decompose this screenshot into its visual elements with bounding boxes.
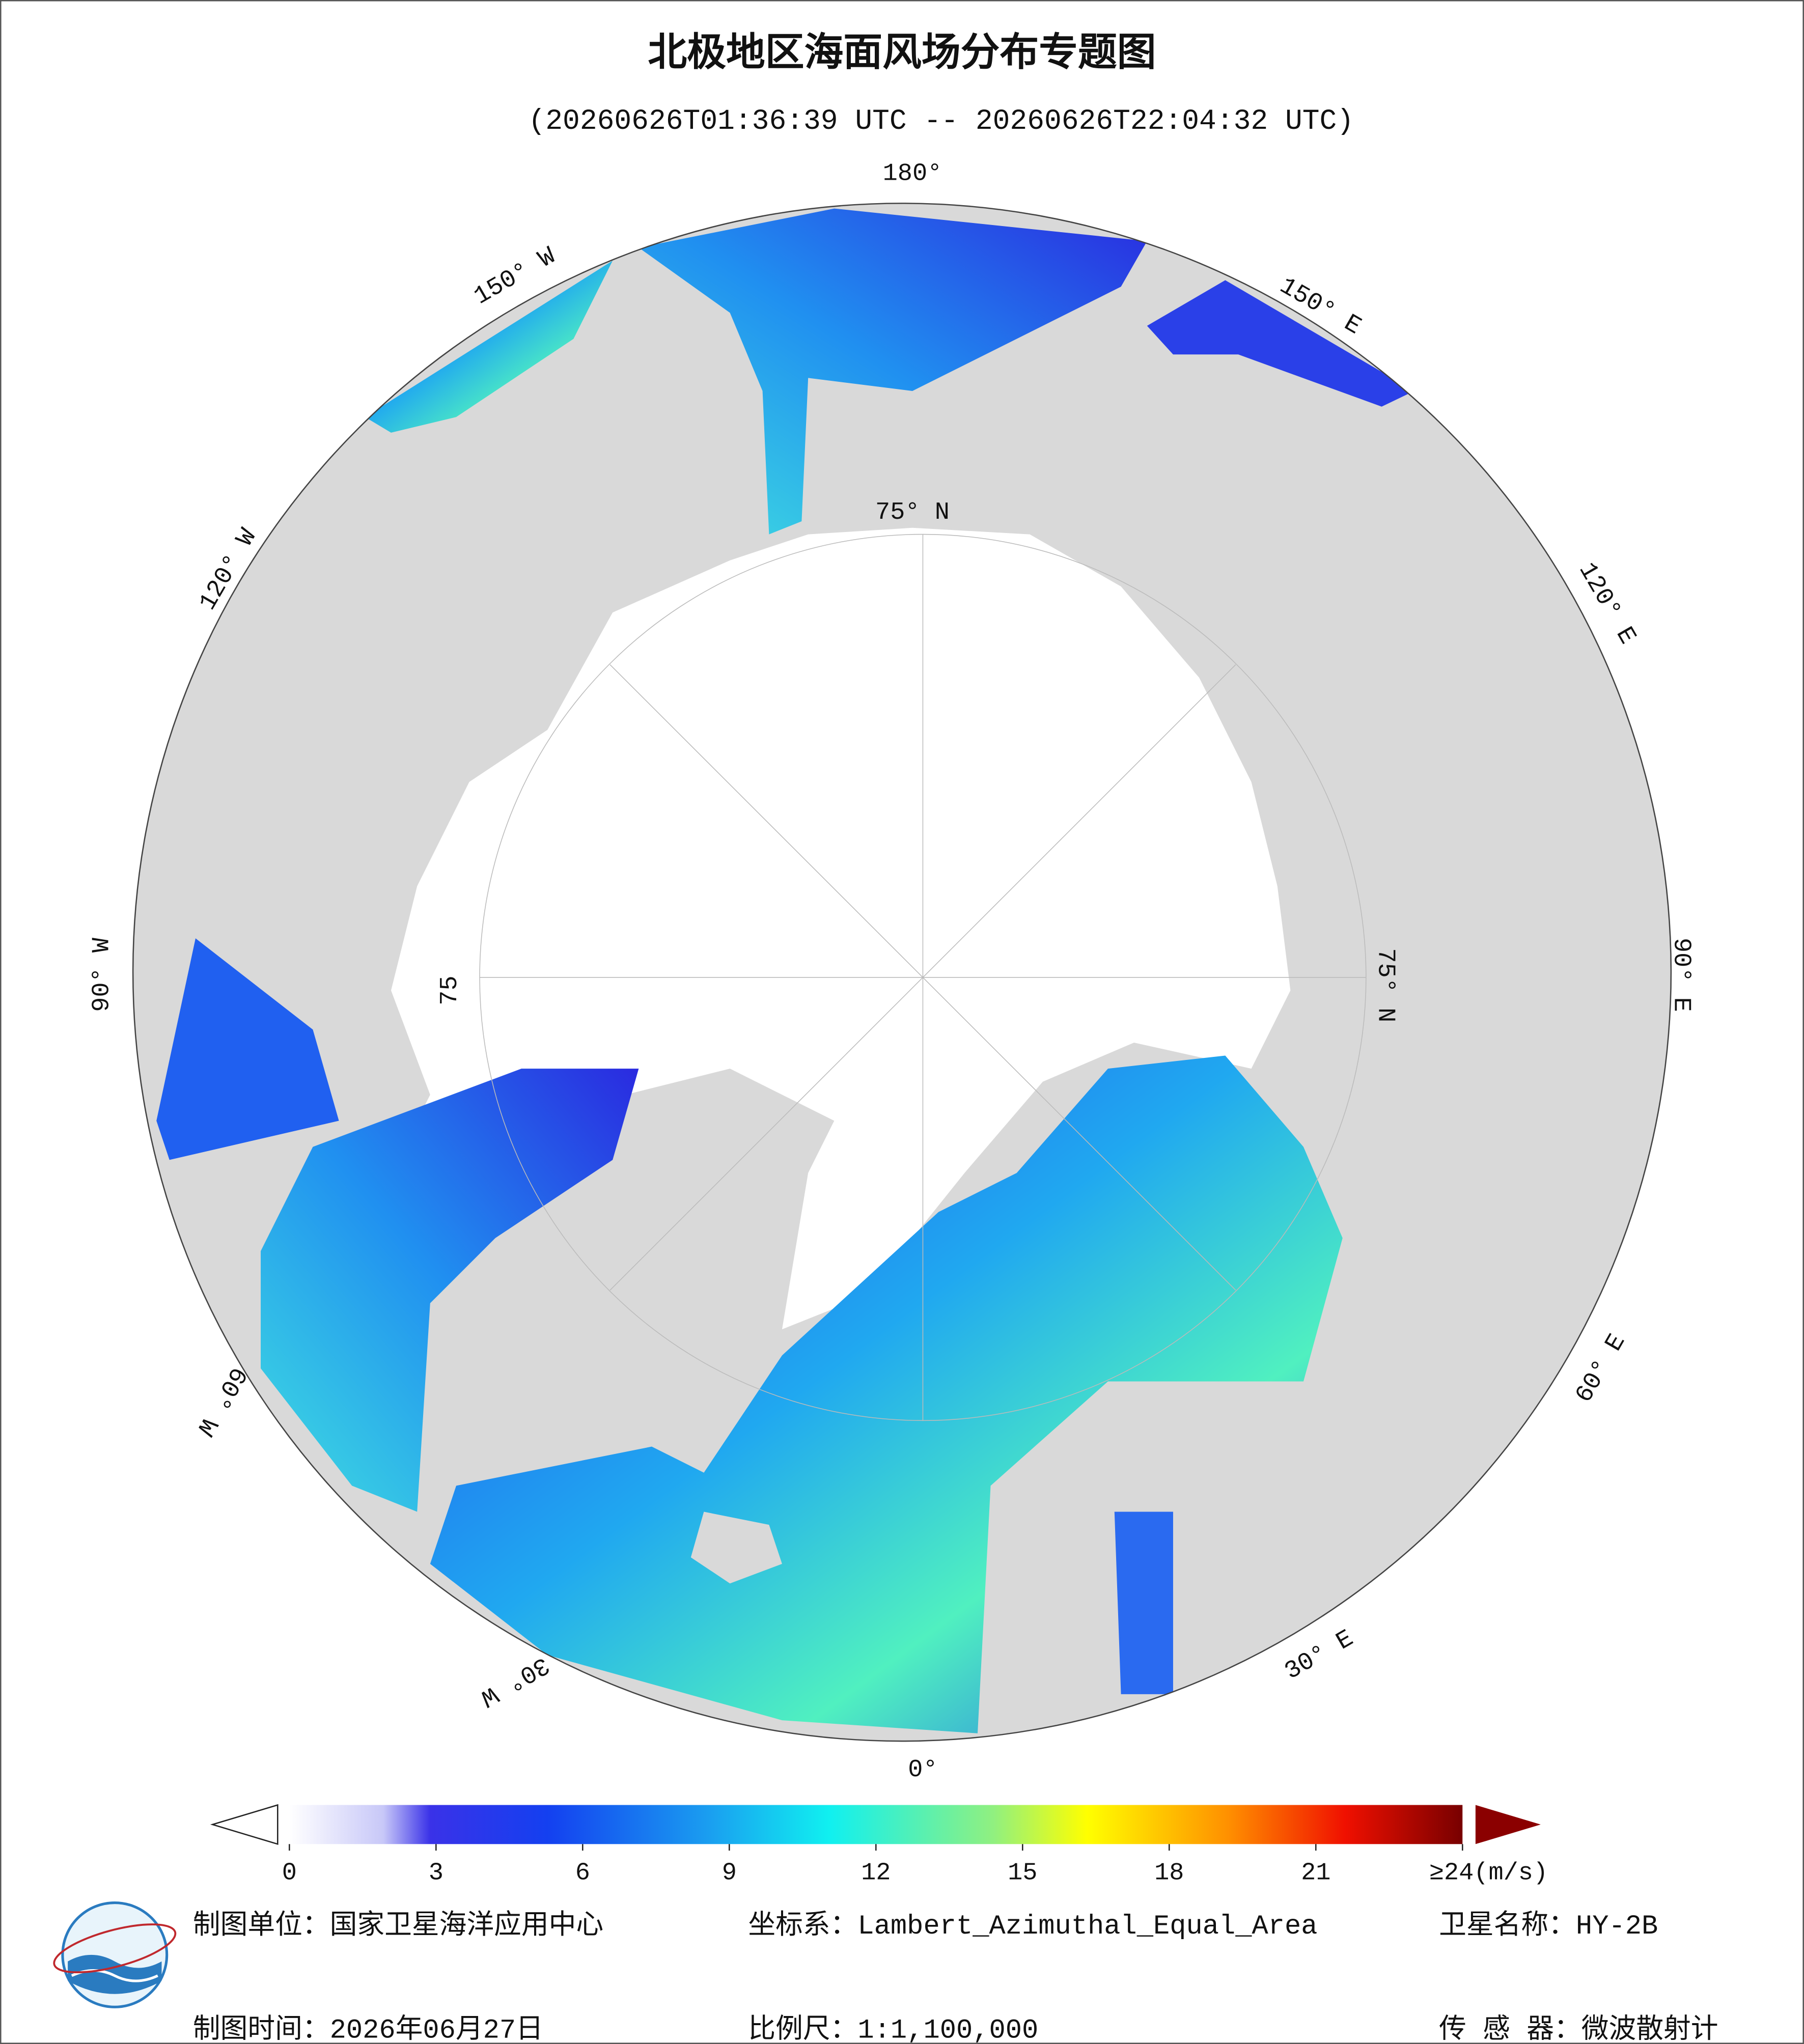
footer-satellite: 卫星名称：HY-2B (1439, 1910, 1658, 1942)
wind-field (156, 938, 339, 1160)
graticule-label: 0° (908, 1756, 937, 1784)
iceland (690, 1511, 782, 1584)
colorbar-under (210, 1804, 279, 1845)
footer-unit: 制图单位：国家卫星海洋应用中心 (193, 1910, 603, 1942)
graticule-label: 60° W (190, 1362, 252, 1441)
map-border (132, 203, 1672, 1742)
colorbar-tick-label: 12 (861, 1859, 891, 1887)
footer-date: 制图时间：2026年06月27日 (193, 2014, 543, 2044)
colorbar-tick-label: ≥24(m/s) (1429, 1859, 1548, 1887)
colorbar-tick-label: 3 (429, 1859, 443, 1887)
colorbar-tick-label: 0 (282, 1859, 297, 1887)
colorbar-tick-label: 6 (575, 1859, 590, 1887)
wind-field (1114, 1511, 1173, 1694)
graticule-label: 30° W (475, 1650, 554, 1712)
wind-field (430, 1055, 1343, 1733)
sea-ice (365, 527, 1291, 1330)
colorbar-tick-label: 15 (1008, 1859, 1037, 1887)
wind-field (639, 208, 1147, 535)
footer-crs: 坐标系：Lambert_Azimuthal_Equal_Area (748, 1910, 1317, 1942)
graticule-label: 90° W (88, 937, 116, 1012)
map (133, 203, 1671, 1742)
footer-scale: 比例尺：1:1,100,000 (748, 2014, 1038, 2044)
colorbar (289, 1805, 1463, 1844)
graticule-label: 75° N (1371, 948, 1399, 1022)
logo (53, 1901, 177, 2008)
graticule (479, 534, 1367, 1421)
graticule-label: 90° E (1667, 938, 1695, 1012)
colorbar-tick-label: 21 (1301, 1859, 1330, 1887)
graticule-label: 75 (436, 975, 464, 1005)
wind-field (261, 1069, 639, 1512)
wind-field (1147, 280, 1414, 407)
colorbar-tick-label: 18 (1154, 1859, 1184, 1887)
graticule-label: 180° (883, 159, 942, 187)
subtitle: (20260626T01:36:39 UTC -- 20260626T22:04… (528, 105, 1354, 137)
graticule-label: 75° N (875, 498, 950, 526)
wind-field (365, 260, 613, 433)
footer-sensor: 传 感 器：微波散射计 (1439, 2014, 1718, 2044)
colorbar-over (1475, 1805, 1541, 1844)
graticule-label: 60° E (1570, 1329, 1632, 1408)
title: 北极地区海面风场分布专题图 (648, 30, 1156, 75)
colorbar-tick-label: 9 (722, 1859, 737, 1887)
